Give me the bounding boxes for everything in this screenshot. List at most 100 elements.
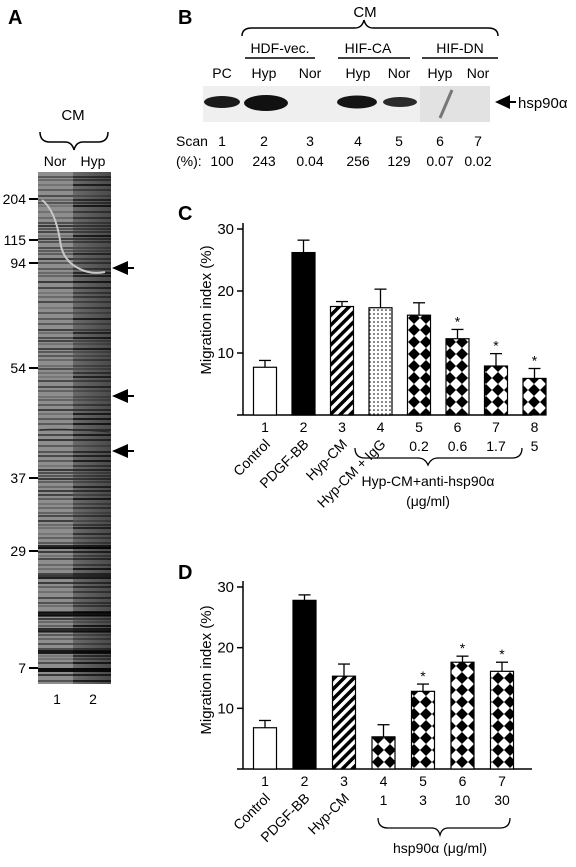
arrow-marker-3 (112, 444, 134, 458)
gel-band (38, 507, 73, 509)
gel-band (38, 564, 73, 566)
gel-band (38, 638, 73, 640)
gel-band (73, 235, 111, 237)
gel-band (73, 520, 111, 522)
gel-band (38, 292, 73, 294)
gel-band (38, 241, 73, 243)
gel-band (73, 507, 111, 509)
gel-band (38, 439, 73, 441)
gel-band (73, 189, 111, 191)
gel-band-strong (38, 575, 111, 579)
panel-a-letter: A (8, 7, 22, 29)
gel-band (73, 558, 111, 560)
panel-a-lane-number-2: 2 (89, 691, 97, 707)
gel-band (73, 390, 111, 392)
gel-band (73, 301, 111, 303)
scan-value-6: 0.07 (426, 153, 453, 169)
gel-band (38, 524, 73, 526)
chartD-significance-7: * (499, 646, 505, 662)
group-label-hdf-vec: HDF-vec. (250, 40, 309, 56)
chartC-dose-label-4: 5 (531, 438, 539, 454)
gel-band (38, 680, 73, 682)
gel-band (73, 533, 111, 535)
gel-band (73, 498, 111, 500)
blot-band-1 (204, 96, 240, 108)
gel-band (38, 490, 73, 492)
gel-band (38, 597, 73, 599)
gel-band (73, 658, 111, 660)
chartC-significance-8: * (532, 353, 538, 369)
gel-band (38, 582, 73, 584)
chart-d-bars: * * * (252, 594, 515, 770)
chart-d-ylabel: Migration index (%) (198, 605, 215, 734)
gel-band (38, 225, 73, 227)
chartC-bar-number-6: 6 (454, 419, 462, 435)
gel-lane-1 (38, 172, 73, 684)
gel-band (38, 396, 73, 398)
gel-band (38, 351, 73, 353)
gel-band (73, 351, 111, 353)
gel-band (73, 605, 111, 607)
chartD-bar-4 (371, 736, 396, 770)
gel-lane-2 (73, 172, 111, 684)
scan-label: Scan (176, 133, 208, 149)
chartC-y-tick-label-20: 20 (217, 283, 234, 300)
gel-band (38, 503, 73, 505)
gel-band (38, 551, 73, 553)
chartC-dose-label-1: 0.2 (409, 438, 429, 454)
gel-band (38, 429, 73, 431)
chartD-bar-number-1: 1 (261, 773, 269, 789)
chartD-y-tick-label-10: 10 (217, 700, 234, 717)
chartD-bar-number-4: 4 (380, 773, 388, 789)
chartC-bar-number-7: 7 (492, 419, 500, 435)
scan-value-3: 0.04 (296, 153, 323, 169)
lane-label-4: Hyp (346, 65, 371, 81)
gel-band (73, 527, 111, 529)
blot-smudge (438, 89, 454, 119)
gel-band (38, 189, 73, 191)
blot-band-2 (244, 95, 288, 111)
chartC-bar-8 (522, 377, 547, 416)
gel-band (38, 238, 73, 240)
gel-band (38, 498, 73, 500)
chartC-bar-number-8: 8 (531, 419, 539, 435)
gel-band (73, 423, 111, 425)
marker-label-115: 115 (4, 232, 27, 248)
panel-a-lane-header-nor: Nor (44, 153, 67, 169)
panel-b-blot: CM HDF-vec. HIF-CA HIF-DN PC Hyp Nor Hyp… (176, 4, 568, 169)
gel-band (73, 591, 111, 593)
marker-label-94: 94 (10, 255, 26, 271)
gel-band (73, 228, 111, 230)
gel-band (38, 275, 73, 277)
panel-a-lane-number-1: 1 (53, 691, 61, 707)
gel-band (73, 537, 111, 539)
chartC-bar-7 (483, 365, 509, 416)
gel-band (38, 287, 73, 289)
gel-band (38, 586, 73, 588)
scan-value-5: 129 (387, 153, 411, 169)
chartD-significance-5: * (420, 668, 426, 684)
gel-band (38, 481, 73, 483)
chartD-bar-1 (252, 727, 278, 770)
gel-bands (38, 176, 111, 682)
chartD-dose-label-1: 1 (380, 792, 388, 808)
gel-band (73, 296, 111, 298)
gel-band (38, 634, 73, 636)
gel-band (73, 662, 111, 664)
gel-band (73, 238, 111, 240)
gel-band (38, 268, 73, 270)
gel-band (38, 602, 73, 604)
chartC-bar-2 (291, 251, 316, 416)
gel-band (73, 343, 111, 345)
chartC-y-tick-label-10: 10 (217, 345, 234, 362)
gel-band (73, 253, 111, 255)
gel-band (73, 568, 111, 570)
panel-b-cm-label: CM (353, 4, 376, 21)
chart-c-ylabel: Migration index (%) (198, 245, 215, 374)
gel-scratch (39, 428, 111, 433)
gel-band (38, 380, 73, 382)
lane-label-1: PC (212, 65, 231, 81)
gel-band (38, 469, 73, 471)
